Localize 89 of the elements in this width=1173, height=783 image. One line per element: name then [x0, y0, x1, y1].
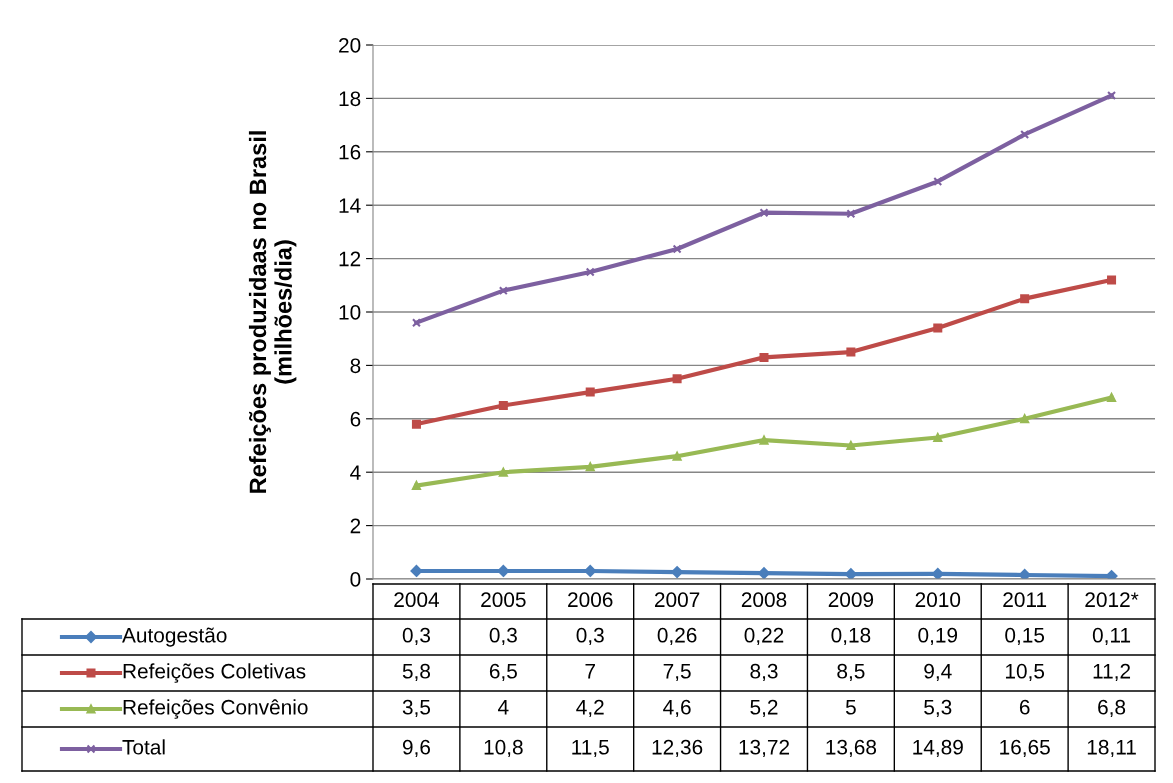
data-label: 13,72 [739, 739, 790, 758]
data-label: 4,2 [576, 699, 604, 718]
x-tick-label: 2011 [1003, 592, 1047, 608]
point [585, 267, 595, 277]
point [498, 286, 508, 296]
y-tick-label: 16 [339, 144, 361, 160]
data-label: 7 [585, 664, 595, 679]
point [498, 400, 508, 410]
point [846, 440, 856, 451]
data-label: 0,18 [831, 627, 871, 646]
data-label: 0,3 [489, 627, 517, 646]
point [411, 419, 421, 429]
legend-label: Refeições Coletivas [123, 663, 306, 683]
data-label: 14,89 [913, 739, 963, 758]
y-tick-label: 4 [350, 465, 361, 480]
x-tick-label: 2006 [568, 592, 613, 608]
y-tick-label: 0 [350, 572, 361, 587]
data-label: 4 [498, 700, 509, 715]
data-label: 16,65 [1000, 739, 1050, 758]
data-label: 5,2 [750, 699, 778, 718]
data-label: 11,2 [1093, 663, 1131, 682]
data-label: 0,26 [657, 627, 697, 646]
data-label: 10,8 [484, 739, 523, 758]
x-tick-label: 2004 [394, 592, 440, 608]
legend-label: Autogestão [122, 627, 227, 647]
point [1107, 275, 1117, 285]
data-label: 5 [845, 700, 856, 715]
data-label: 11,5 [572, 740, 609, 758]
point [846, 347, 856, 357]
data-label: 13,68 [826, 739, 877, 758]
data-label: 0,15 [1005, 627, 1045, 646]
point [585, 387, 595, 397]
point [498, 467, 508, 477]
data-label: 7,5 [663, 664, 691, 682]
point [758, 567, 770, 579]
data-label: 9,6 [402, 739, 431, 758]
point [933, 176, 943, 186]
point [1020, 129, 1030, 139]
data-label: 3,5 [402, 699, 431, 718]
y-tick-label: 12 [339, 251, 361, 267]
point [933, 432, 943, 442]
data-label: 18,11 [1087, 739, 1136, 758]
point [672, 451, 682, 461]
point [759, 352, 769, 362]
data-label: 6,5 [489, 663, 517, 682]
x-tick-label: 2005 [481, 592, 526, 608]
x-tick-label: 2007 [654, 592, 700, 608]
x-tick-label: 2010 [915, 592, 961, 608]
x-tick-label: 2009 [828, 592, 874, 608]
point [846, 209, 856, 219]
line-series [411, 90, 1117, 328]
y-tick-label: 8 [350, 358, 361, 374]
point [1020, 414, 1030, 424]
data-label: 6 [1019, 699, 1030, 715]
legend-label: Refeições Convênio [123, 699, 308, 719]
y-tick-label: 10 [339, 305, 361, 320]
data-label: 4,6 [663, 699, 691, 718]
data-label: 8,5 [837, 663, 865, 682]
data-label: 5,8 [402, 663, 431, 682]
y-tick-label: 18 [339, 91, 361, 107]
point [1020, 294, 1030, 304]
point [411, 318, 421, 328]
data-label: 0,3 [576, 627, 604, 646]
data-label: 0,3 [402, 627, 431, 646]
x-tick-label: 2012* [1085, 592, 1139, 608]
data-label: 9,4 [924, 663, 952, 682]
point [1107, 90, 1117, 100]
point [759, 435, 769, 445]
y-tick-label: 20 [339, 38, 361, 53]
y-tick-label: 14 [339, 198, 361, 213]
y-tick-label: 2 [350, 518, 361, 534]
data-label: 6,8 [1098, 699, 1126, 718]
y-axis-title: Refeições produzidaas no Brasil (milhões/dia) [248, 131, 297, 493]
point [672, 374, 682, 384]
data-label: 0,19 [918, 627, 958, 646]
point [672, 244, 682, 254]
legend-label: Total [122, 739, 165, 755]
data-label: 12,36 [652, 739, 703, 758]
x-tick-label: 2008 [741, 592, 787, 608]
data-label: 0,22 [744, 627, 784, 646]
data-label: 0,11 [1092, 627, 1131, 646]
point [933, 323, 943, 333]
point [585, 462, 595, 472]
data-label: 5,3 [924, 699, 952, 718]
y-tick-label: 6 [350, 411, 361, 427]
data-label: 10,5 [1005, 663, 1045, 682]
point [759, 208, 769, 218]
point [1107, 392, 1117, 402]
data-label: 8,3 [750, 663, 778, 682]
